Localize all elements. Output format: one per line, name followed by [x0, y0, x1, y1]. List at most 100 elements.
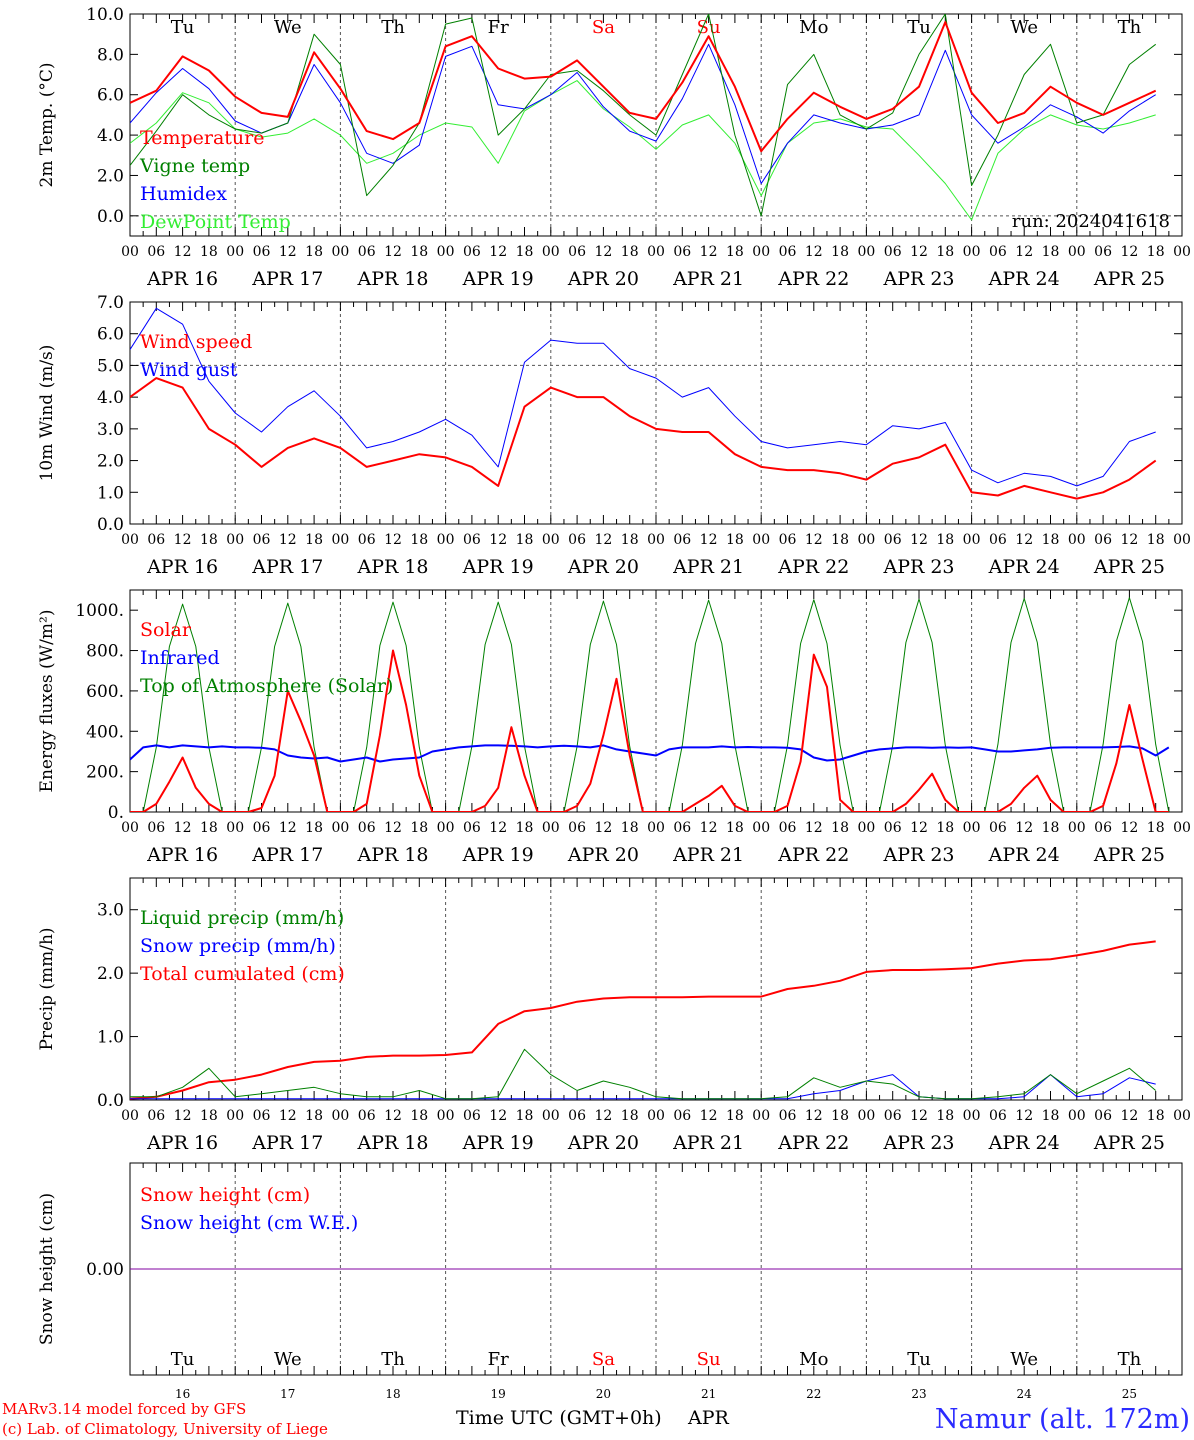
- x-hour-label: 00: [857, 820, 875, 836]
- x-hour-label: 18: [621, 532, 639, 548]
- x-hour-label: 18: [1042, 532, 1060, 548]
- x-hour-label: 00: [1068, 820, 1086, 836]
- x-hour-label: 06: [884, 1108, 902, 1124]
- x-hour-label: 00: [542, 532, 560, 548]
- x-hour-label: 06: [358, 1108, 376, 1124]
- y-tick-label: 0.: [108, 803, 124, 823]
- y-tick-label: 2.0: [97, 964, 124, 984]
- x-hour-label: 06: [989, 244, 1007, 260]
- x-date-label: APR 25: [1093, 268, 1165, 290]
- x-hour-label: 18: [516, 1108, 534, 1124]
- x-hour-label: 00: [963, 820, 981, 836]
- x-date-label: APR 23: [882, 556, 954, 578]
- series-line-precip-0: [130, 1048, 1157, 1100]
- x-hour-label: 06: [1094, 532, 1112, 548]
- day-name-label: We: [1010, 17, 1038, 38]
- x-hour-label: 00: [542, 1108, 560, 1124]
- x-hour-label: 00: [752, 244, 770, 260]
- x-hour-label: 00: [752, 820, 770, 836]
- day-number-label: 22: [806, 1387, 821, 1401]
- x-hour-label: 18: [936, 244, 954, 260]
- x-date-label: APR 19: [462, 268, 534, 290]
- x-hour-label: 06: [463, 244, 481, 260]
- y-tick-label: 800.: [86, 642, 124, 662]
- x-hour-label: 12: [1015, 1108, 1033, 1124]
- day-name-label: Sa: [592, 1349, 615, 1370]
- x-date-label: APR 16: [146, 556, 218, 578]
- x-hour-label: 12: [489, 532, 507, 548]
- y-tick-label: 0.0: [97, 207, 124, 227]
- x-hour-label: 00: [647, 532, 665, 548]
- x-hour-label: 06: [779, 1108, 797, 1124]
- y-tick-label: 10.0: [86, 5, 124, 25]
- x-hour-label: 06: [253, 820, 271, 836]
- x-hour-label: 00: [1173, 820, 1191, 836]
- x-hour-label: 12: [174, 1108, 192, 1124]
- x-date-label: APR 23: [882, 844, 954, 866]
- chart-panels: 0.0 2.0 4.0 6.0 8.0 10.0 2m Temp. (°C) 00 06 12 18…: [37, 5, 1191, 1401]
- x-date-label: APR 16: [146, 268, 218, 290]
- day-name-label: Mo: [799, 17, 828, 38]
- series-line-wind-1: [130, 307, 1156, 487]
- day-name-label: We: [274, 17, 302, 38]
- x-date-label: APR 18: [356, 844, 428, 866]
- legend-entry: Top of Atmosphere (Solar): [140, 675, 393, 697]
- x-hour-label: 00: [857, 244, 875, 260]
- series-line-energy-1: [130, 744, 1170, 763]
- x-hour-label: 18: [200, 244, 218, 260]
- x-hour-label: 00: [1068, 532, 1086, 548]
- x-date-label: APR 24: [988, 844, 1060, 866]
- x-hour-label: 00: [331, 532, 349, 548]
- x-hour-label: 12: [279, 1108, 297, 1124]
- x-hour-label: 00: [1068, 244, 1086, 260]
- y-axis-label: Energy fluxes (W/m²): [37, 610, 57, 793]
- day-number-label: 24: [1017, 1387, 1033, 1401]
- x-hour-label: 06: [463, 532, 481, 548]
- day-number-label: 21: [701, 1387, 716, 1401]
- day-number-label: 20: [596, 1387, 611, 1401]
- x-hour-label: 18: [1147, 820, 1165, 836]
- y-tick-label: 400.: [86, 722, 124, 742]
- x-date-label: APR 22: [777, 556, 849, 578]
- x-date-label: APR 20: [567, 1132, 639, 1154]
- x-hour-label: 12: [174, 244, 192, 260]
- x-hour-label: 18: [621, 244, 639, 260]
- x-hour-label: 06: [463, 1108, 481, 1124]
- day-number-label: 23: [911, 1387, 926, 1401]
- x-hour-label: 18: [200, 1108, 218, 1124]
- x-hour-label: 18: [726, 244, 744, 260]
- x-hour-label: 18: [621, 1108, 639, 1124]
- day-name-label: Tu: [907, 17, 931, 38]
- x-hour-label: 00: [647, 244, 665, 260]
- y-tick-label: 4.0: [97, 388, 124, 408]
- x-hour-label: 06: [884, 244, 902, 260]
- y-tick-label: 3.0: [97, 420, 124, 440]
- x-hour-label: 00: [857, 1108, 875, 1124]
- legend-entry: Temperature: [140, 127, 264, 149]
- footer-model-credit: MARv3.14 model forced by GFS: [2, 1400, 246, 1418]
- x-hour-label: 06: [989, 532, 1007, 548]
- x-hour-label: 12: [594, 1108, 612, 1124]
- x-axis-month: APR: [687, 1407, 730, 1429]
- x-date-label: APR 25: [1093, 844, 1165, 866]
- x-hour-label: 00: [331, 820, 349, 836]
- x-hour-label: 12: [174, 532, 192, 548]
- x-axis-label: Time UTC (GMT+0h): [456, 1407, 662, 1429]
- x-hour-label: 00: [226, 1108, 244, 1124]
- x-hour-label: 06: [147, 532, 165, 548]
- y-tick-label: 200.: [86, 763, 124, 783]
- x-hour-label: 00: [963, 244, 981, 260]
- x-hour-label: 00: [963, 1108, 981, 1124]
- x-hour-label: 06: [1094, 1108, 1112, 1124]
- x-hour-label: 18: [516, 244, 534, 260]
- x-hour-label: 12: [594, 532, 612, 548]
- x-hour-label: 06: [884, 532, 902, 548]
- x-hour-label: 12: [279, 532, 297, 548]
- legend-entry: Snow height (cm): [140, 1184, 310, 1206]
- x-date-label: APR 21: [672, 1132, 744, 1154]
- x-hour-label: 00: [121, 244, 139, 260]
- x-date-label: APR 20: [567, 268, 639, 290]
- y-tick-label: 6.0: [97, 86, 124, 106]
- series-line-precip-1: [130, 1074, 1156, 1100]
- x-date-label: APR 22: [777, 844, 849, 866]
